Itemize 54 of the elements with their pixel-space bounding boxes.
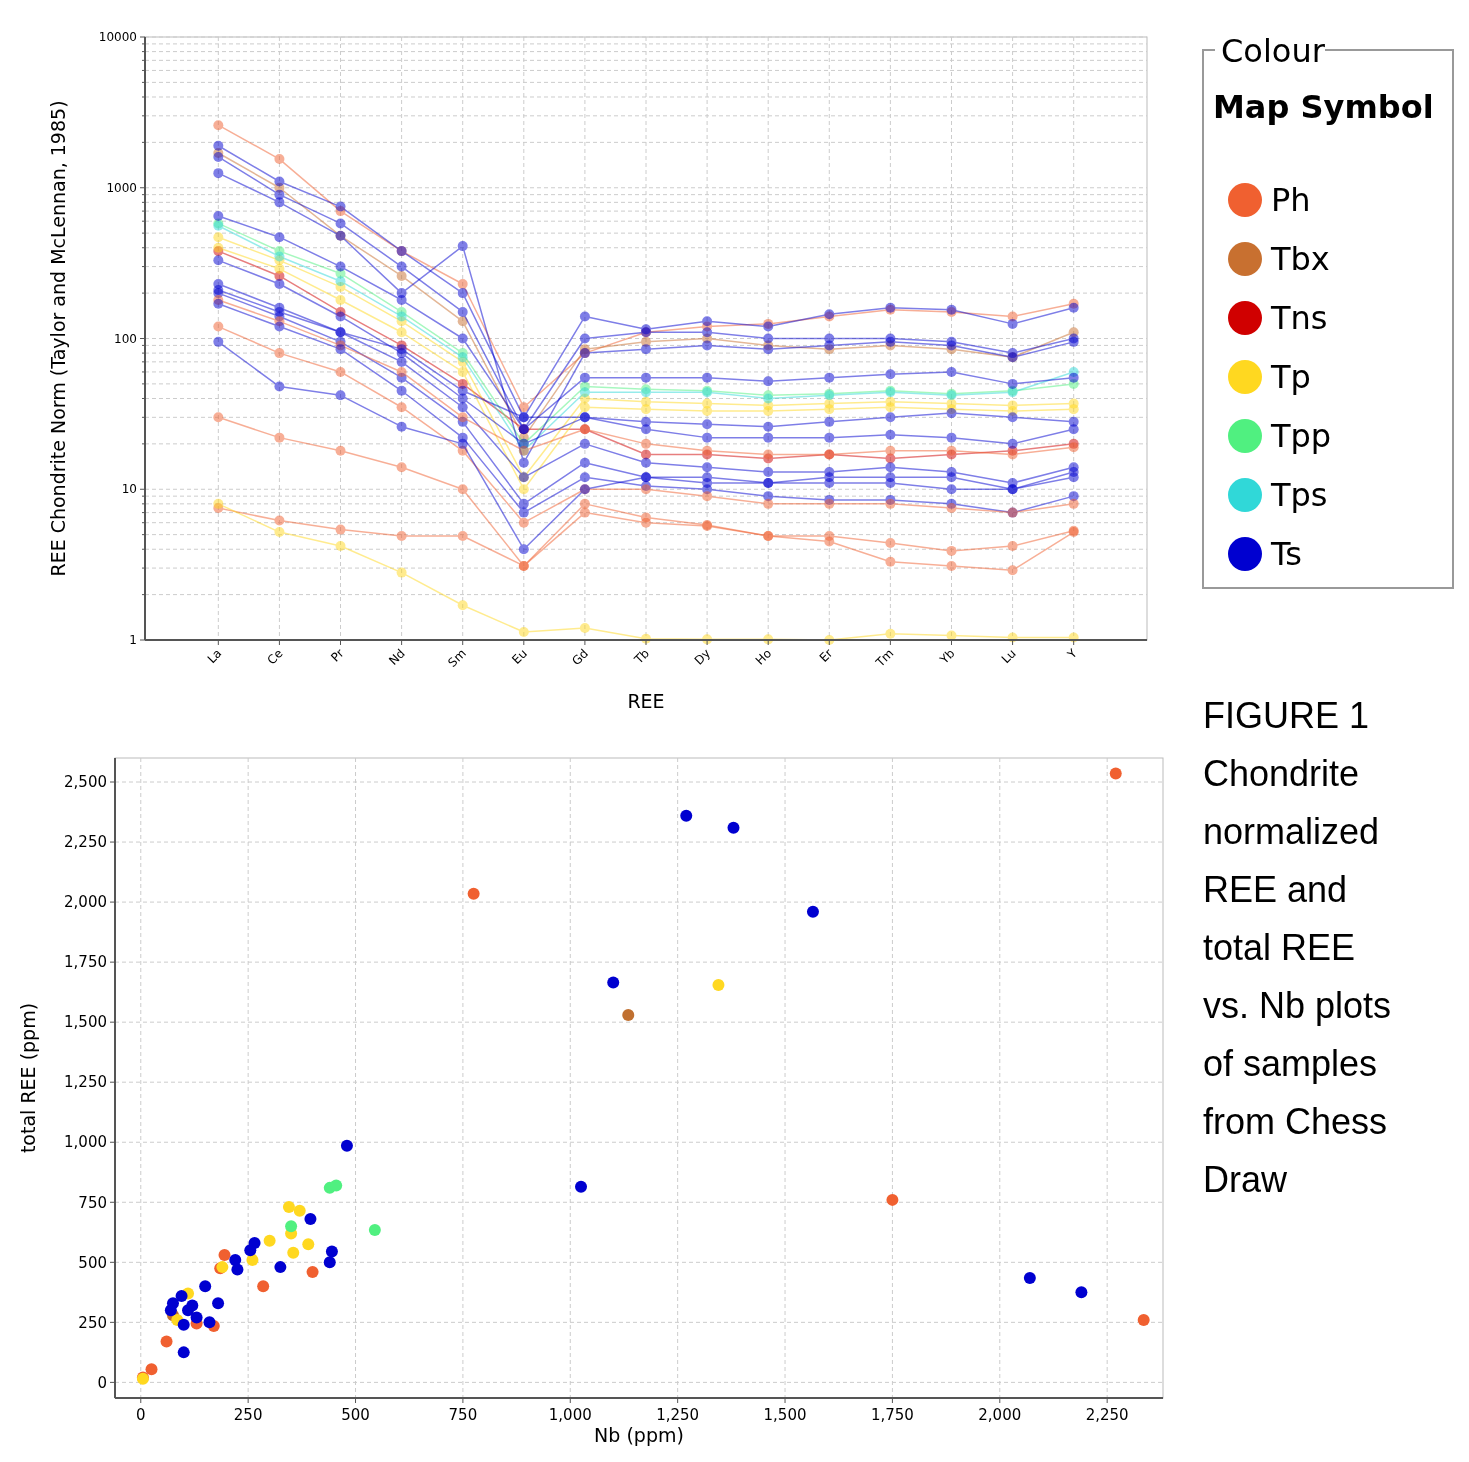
x-tick-label: Pr — [328, 646, 347, 665]
y-tick-label: 1,250 — [64, 1073, 107, 1092]
legend-label: Tbx — [1270, 240, 1330, 279]
x-tick-label: 500 — [341, 1406, 370, 1424]
x-tick-label: Sm — [445, 646, 469, 670]
y-tick-label: 10000 — [98, 30, 137, 45]
x-tick-label: 1,500 — [763, 1406, 807, 1424]
legend-label: Tp — [1270, 358, 1311, 397]
x-tick-label: Dy — [691, 646, 714, 668]
x-tick-label: Lu — [998, 646, 1019, 667]
y-tick-label: 1,500 — [64, 1013, 107, 1032]
y-tick-label: 250 — [78, 1313, 107, 1332]
legend-label: Tns — [1270, 299, 1328, 338]
x-axis-title: REE — [627, 690, 665, 712]
x-tick-label: Tm — [872, 646, 897, 671]
y-tick-label: 0 — [97, 1373, 107, 1392]
y-tick-label: 500 — [78, 1253, 107, 1272]
x-tick-label: Ho — [752, 646, 775, 668]
text: Map Symbol — [1213, 88, 1434, 126]
y-tick-label: 2,500 — [64, 773, 107, 792]
y-tick-label: 1 — [129, 633, 137, 648]
x-tick-label: Yb — [936, 646, 958, 668]
y-tick-label: 1000 — [106, 180, 137, 195]
x-tick-label: 1,000 — [548, 1406, 592, 1424]
x-tick-label: 1,750 — [870, 1406, 914, 1424]
y-tick-label: 2,250 — [64, 833, 107, 852]
x-tick-label: 2,250 — [1085, 1406, 1129, 1424]
x-tick-label: 250 — [233, 1406, 263, 1424]
legend-label: Tpp — [1270, 417, 1332, 456]
y-tick-label: 1,000 — [64, 1133, 107, 1152]
legend-label: Tps — [1270, 476, 1328, 515]
x-tick-label: La — [204, 646, 225, 667]
y-tick-label: 750 — [78, 1193, 107, 1212]
x-tick-label: 2,000 — [978, 1406, 1022, 1424]
x-tick-label: Eu — [509, 646, 530, 667]
legend-label: Ph — [1271, 181, 1311, 220]
x-axis-title: Nb (ppm) — [594, 1424, 684, 1446]
x-tick-label: 750 — [448, 1406, 478, 1424]
y-tick-label: 1,750 — [64, 953, 107, 972]
y-axis-title: total REE (ppm) — [17, 1002, 39, 1154]
x-tick-label: 1,250 — [656, 1406, 700, 1424]
y-tick-label: 10 — [121, 482, 137, 497]
y-tick-label: 2,000 — [64, 893, 107, 912]
y-axis-title: REE Chondrite Norm (Taylor and McLennan, 1985) — [47, 100, 69, 577]
y-tick-label: 100 — [114, 331, 137, 346]
text: FIGURE 1 Chondrite normalized REE and total REE vs. Nb plots of samples from Chess Draw — [1203, 695, 1392, 1200]
x-tick-label: Gd — [569, 646, 592, 669]
x-tick-label: Nd — [386, 646, 408, 668]
x-tick-label: Er — [816, 646, 836, 665]
legend-label: Ts — [1270, 535, 1302, 574]
legend-title: Colour — [1221, 32, 1326, 70]
x-tick-label: Ce — [264, 646, 286, 668]
x-tick-label: Y — [1064, 645, 1081, 663]
x-tick-label: Tb — [630, 646, 653, 668]
